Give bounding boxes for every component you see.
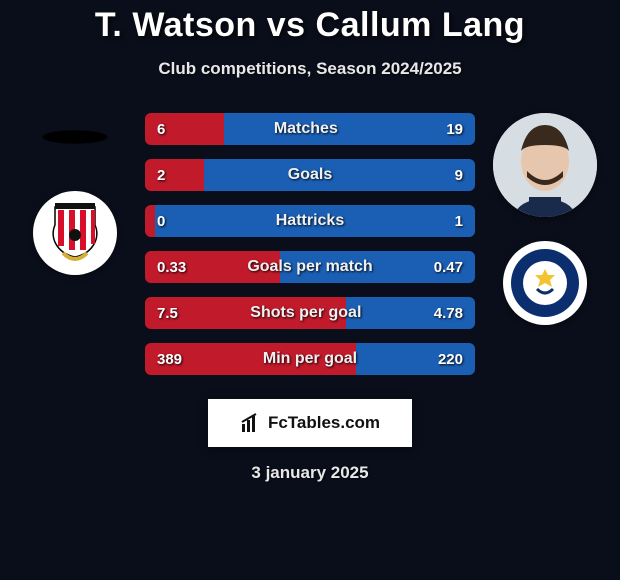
source-badge: FcTables.com xyxy=(208,399,412,447)
portsmouth-badge-icon xyxy=(503,241,587,325)
stat-value-right: 4.78 xyxy=(434,305,475,322)
stat-bar: 0Hattricks1 xyxy=(145,205,475,237)
stat-value-right: 0.47 xyxy=(434,259,475,276)
stat-value-right: 19 xyxy=(446,121,475,138)
main-content-row: 6Matches192Goals90Hattricks10.33Goals pe… xyxy=(0,113,620,375)
left-player-column xyxy=(21,113,129,275)
player-right-face-icon xyxy=(493,113,597,217)
stat-value-left: 0.33 xyxy=(145,259,186,276)
player-left-club-badge xyxy=(33,191,117,275)
right-player-column xyxy=(491,113,599,325)
stat-bar: 0.33Goals per match0.47 xyxy=(145,251,475,283)
stat-value-left: 0 xyxy=(145,213,165,230)
page-subtitle: Club competitions, Season 2024/2025 xyxy=(0,59,620,79)
page-title: T. Watson vs Callum Lang xyxy=(0,6,620,45)
stat-label: Min per goal xyxy=(182,350,438,368)
stat-label: Hattricks xyxy=(165,212,454,230)
comparison-infographic: T. Watson vs Callum Lang Club competitio… xyxy=(0,0,620,580)
source-badge-label: FcTables.com xyxy=(268,413,380,433)
stat-value-right: 1 xyxy=(455,213,475,230)
stat-value-left: 7.5 xyxy=(145,305,178,322)
stat-bar: 2Goals9 xyxy=(145,159,475,191)
stat-bar: 389Min per goal220 xyxy=(145,343,475,375)
stat-bar: 6Matches19 xyxy=(145,113,475,145)
player-left-photo xyxy=(23,117,127,157)
stat-label: Goals xyxy=(165,166,454,184)
stat-value-right: 220 xyxy=(438,351,475,368)
player-right-photo xyxy=(493,113,597,217)
stat-label: Shots per goal xyxy=(178,304,434,322)
fctables-logo-icon xyxy=(240,412,262,434)
stat-bar: 7.5Shots per goal4.78 xyxy=(145,297,475,329)
stat-value-left: 6 xyxy=(145,121,165,138)
player-right-club-badge xyxy=(503,241,587,325)
stat-value-left: 389 xyxy=(145,351,182,368)
stat-label: Matches xyxy=(165,120,446,138)
stat-value-right: 9 xyxy=(455,167,475,184)
sunderland-badge-icon xyxy=(33,191,117,275)
stat-bars-column: 6Matches192Goals90Hattricks10.33Goals pe… xyxy=(145,113,475,375)
stat-label: Goals per match xyxy=(186,258,434,276)
footer-date: 3 january 2025 xyxy=(0,463,620,483)
stat-value-left: 2 xyxy=(145,167,165,184)
